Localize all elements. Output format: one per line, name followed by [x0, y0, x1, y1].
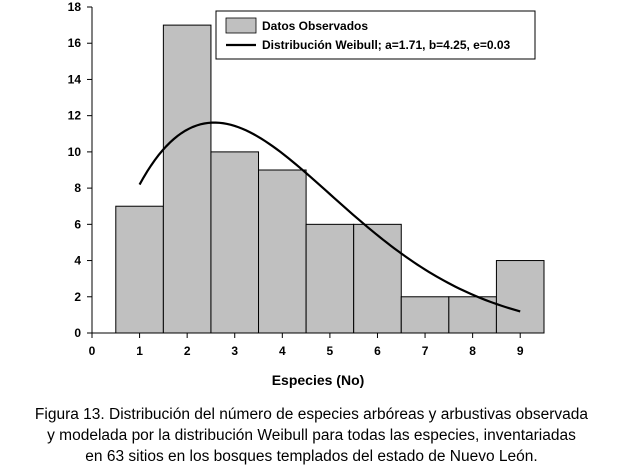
- bar-9: [495, 260, 545, 334]
- legend-label-observed: Datos Observados: [262, 19, 368, 33]
- x-axis-title: Especies (No): [272, 372, 365, 388]
- x-axis-ticks: 0 1 2 3 4 5 6 7 8 9: [89, 333, 524, 358]
- y-axis-ticks: 0 2 4 6 8 10 12 14 16 18: [68, 0, 92, 340]
- bar-8: [448, 296, 497, 334]
- y-tick-label-8: 8: [74, 181, 81, 195]
- y-tick-label-2: 2: [74, 290, 81, 304]
- y-tick-label-6: 6: [74, 217, 81, 231]
- y-tick-label-14: 14: [68, 72, 82, 86]
- bar-2: [162, 24, 212, 334]
- x-tick-label-7: 7: [422, 344, 429, 358]
- x-tick-label-6: 6: [374, 344, 381, 358]
- y-tick-label-18: 18: [68, 0, 82, 14]
- caption-line-2: y modelada por la distribución Weibull p…: [47, 427, 576, 444]
- bar-4: [258, 169, 307, 334]
- x-tick-label-3: 3: [231, 344, 238, 358]
- x-tick-label-8: 8: [469, 344, 476, 358]
- figure-caption: Figura 13. Distribución del número de es…: [0, 404, 623, 467]
- x-tick-label-9: 9: [517, 344, 524, 358]
- y-tick-label-12: 12: [68, 109, 82, 123]
- y-tick-label-10: 10: [68, 145, 82, 159]
- legend-swatch-observed: [225, 17, 257, 34]
- y-tick-label-0: 0: [74, 326, 81, 340]
- caption-line-3: en 63 sitios en los bosques templados de…: [85, 448, 538, 465]
- y-tick-label-16: 16: [68, 36, 82, 50]
- bar-3: [210, 151, 260, 334]
- bar-5: [305, 223, 355, 334]
- bar-1: [115, 205, 164, 334]
- legend-label-weibull: Distribución Weibull; a=1.71, b=4.25, e=…: [262, 38, 511, 52]
- weibull-curve-line: [138, 121, 521, 313]
- x-tick-label-5: 5: [327, 344, 334, 358]
- x-tick-label-2: 2: [184, 344, 191, 358]
- y-tick-label-4: 4: [74, 254, 81, 268]
- x-tick-label-1: 1: [136, 344, 143, 358]
- legend-box: [215, 10, 536, 60]
- bar-6: [353, 223, 402, 334]
- bar-7: [400, 296, 450, 334]
- x-tick-label-0: 0: [89, 344, 96, 358]
- legend: Datos Observados Distribución Weibull; a…: [215, 10, 536, 60]
- caption-line-1: Figura 13. Distribución del número de es…: [34, 406, 589, 423]
- bars-group: [115, 24, 545, 334]
- x-tick-label-4: 4: [279, 344, 286, 358]
